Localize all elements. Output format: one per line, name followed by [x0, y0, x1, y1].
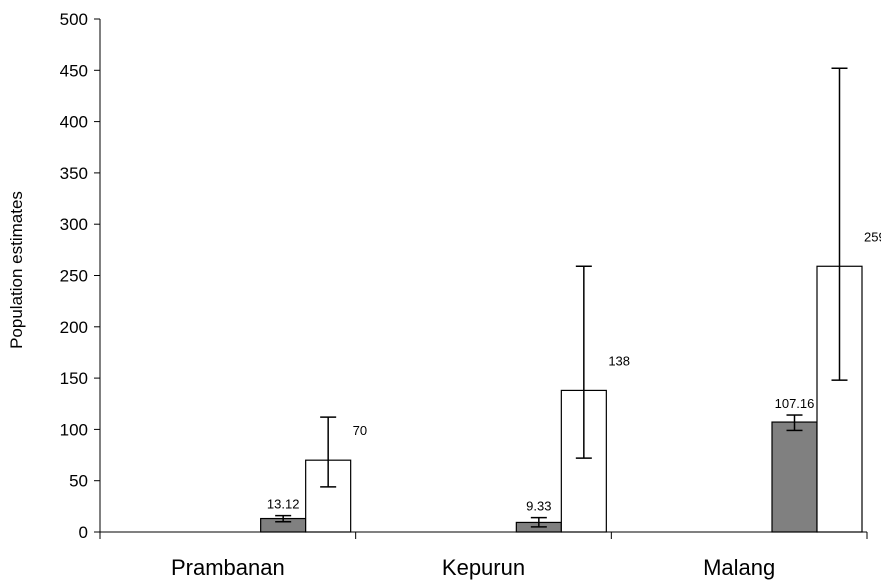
y-ticks: 0 50 100 150 200 250 300 350 400 450 500: [60, 10, 100, 542]
bar: [771, 421, 818, 533]
y-tick-label: 150: [60, 369, 88, 388]
y-tick-label: 200: [60, 318, 88, 337]
data-label: 259: [864, 229, 881, 244]
y-tick-label: 350: [60, 164, 88, 183]
y-tick-label: 0: [79, 523, 88, 542]
y-tick-label: 500: [60, 10, 88, 29]
x-axis: Prambanan Kepurun Malang: [99, 531, 868, 580]
error-bars: [275, 67, 848, 528]
y-axis-title: Population estimates: [7, 191, 26, 349]
x-category-label: Prambanan: [171, 555, 285, 580]
x-category-label: Malang: [703, 555, 775, 580]
y-tick-label: 250: [60, 267, 88, 286]
data-label: 107.16: [775, 396, 815, 411]
bars: [260, 265, 863, 533]
x-category-label: Kepurun: [442, 555, 525, 580]
data-label: 138: [608, 353, 630, 368]
data-label: 9.33: [526, 499, 551, 514]
y-tick-label: 450: [60, 61, 88, 80]
y-tick-label: 100: [60, 420, 88, 439]
x-ticks: Prambanan Kepurun Malang: [99, 532, 868, 580]
y-tick-label: 400: [60, 113, 88, 132]
y-tick-label: 300: [60, 215, 88, 234]
data-label: 13.12: [267, 497, 300, 512]
y-tick-label: 50: [69, 472, 88, 491]
data-label: 70: [353, 423, 367, 438]
data-labels: 13.12 70 9.33 138 107.16 259: [267, 229, 881, 513]
y-axis: 0 50 100 150 200 250 300 350 400 450 500: [60, 10, 101, 542]
